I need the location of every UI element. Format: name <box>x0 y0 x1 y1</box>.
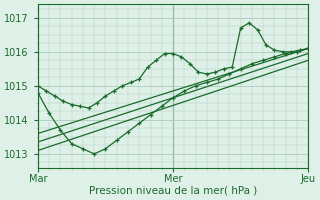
X-axis label: Pression niveau de la mer( hPa ): Pression niveau de la mer( hPa ) <box>89 186 257 196</box>
